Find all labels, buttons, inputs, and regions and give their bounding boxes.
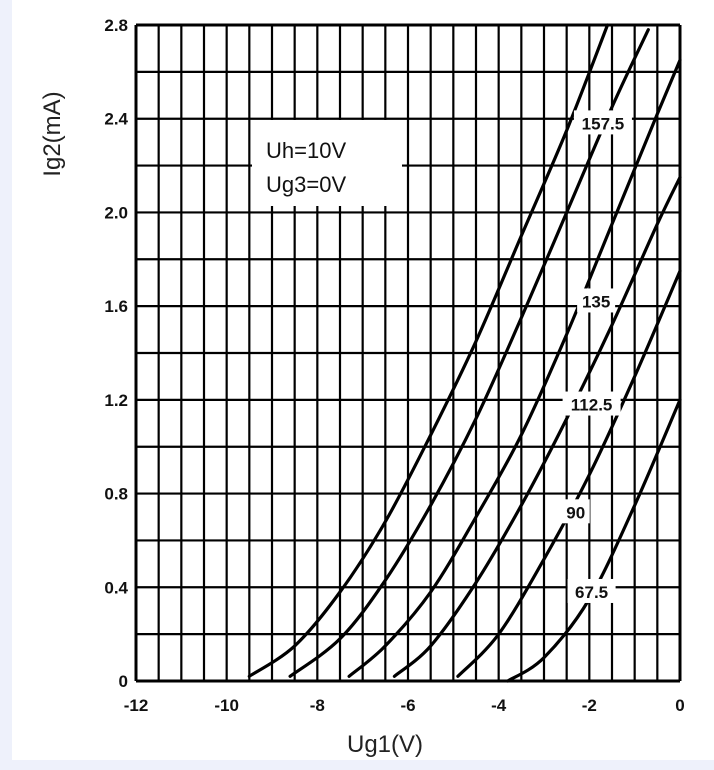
- x-tick-label: -2: [582, 696, 597, 715]
- y-tick-label: 1.2: [104, 391, 128, 410]
- curve-label: 67.5: [575, 583, 608, 602]
- curve-label: 90: [566, 503, 585, 522]
- info-box: [252, 120, 402, 206]
- curve-label-bg: [577, 288, 616, 313]
- tick-labels: -12 -10 -8 -6 -4 -2 0 0 0.4 0.8 1.2 1.6 2.0 2.4 2.8: [104, 16, 684, 715]
- x-tick-label: -8: [310, 696, 325, 715]
- y-tick-label: 1.6: [104, 297, 128, 316]
- x-tick-label: 0: [675, 696, 684, 715]
- x-tick-label: -6: [400, 696, 415, 715]
- curve-label: 157.5: [582, 114, 625, 133]
- page-bottom-band: [0, 760, 714, 770]
- y-tick-label: 2.0: [104, 203, 128, 222]
- chart: 157.5 135 112.5 90 67.5 -12 -10 -8 -6 -4 -2 0 0 0.4 0…: [39, 16, 685, 758]
- y-axis-label: Ig2(mA): [39, 91, 66, 176]
- x-tick-label: -4: [491, 696, 507, 715]
- curve-label: 112.5: [571, 396, 613, 415]
- annotation-ug3: Ug3=0V: [266, 172, 346, 197]
- series-line: [347, 58, 682, 678]
- annotation-uh: Uh=10V: [266, 138, 346, 163]
- y-tick-label: 0.4: [104, 578, 128, 597]
- y-tick-label: 0: [119, 672, 128, 691]
- x-tick-label: -10: [214, 696, 239, 715]
- x-axis-label: Ug1(V): [347, 731, 423, 758]
- y-tick-label: 2.4: [104, 110, 128, 129]
- curve-label-bg: [562, 391, 621, 416]
- curve-label: 135: [582, 292, 610, 311]
- curve-label-bg: [567, 578, 616, 603]
- x-tick-label: -12: [124, 696, 149, 715]
- y-tick-label: 2.8: [104, 16, 128, 35]
- figure: 157.5 135 112.5 90 67.5 -12 -10 -8 -6 -4 -2 0 0 0.4 0…: [12, 0, 714, 760]
- curve-labels: 157.5 135 112.5 90 67.5: [561, 110, 632, 603]
- curve-label-bg: [573, 110, 632, 135]
- y-tick-label: 0.8: [104, 485, 128, 504]
- series-line: [392, 175, 682, 678]
- curve-label-bg: [561, 499, 590, 524]
- series-line: [247, 23, 610, 678]
